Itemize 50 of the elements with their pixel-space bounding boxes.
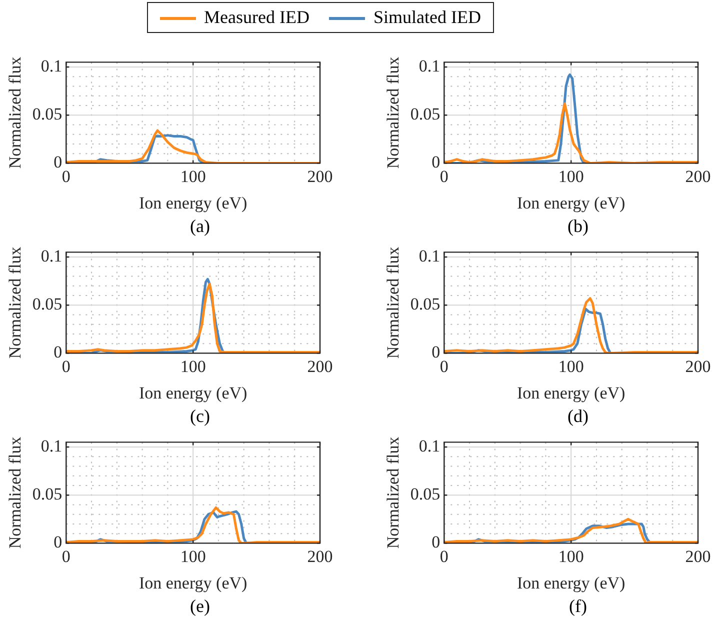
y-tick-label: 0.05 <box>410 294 440 314</box>
y-tick-label: 0 <box>432 152 440 172</box>
y-axis-title: Normalized flux <box>384 436 403 549</box>
x-tick-label: 100 <box>180 356 206 376</box>
y-axis-title: Normalized flux <box>6 246 25 359</box>
x-tick-label: 200 <box>307 166 333 186</box>
x-tick-label: 200 <box>685 546 711 566</box>
text: (d) <box>566 406 590 426</box>
x-axis-title: Ion energy (eV) <box>138 383 248 402</box>
y-tick-label: 0 <box>54 532 62 552</box>
x-tick-label: 200 <box>307 546 333 566</box>
y-axis-title: Normalized flux <box>384 246 403 359</box>
x-axis-title: Ion energy (eV) <box>516 383 626 402</box>
y-axis-title: Normalized flux <box>384 56 403 169</box>
x-axis-title: Ion energy (eV) <box>516 573 626 592</box>
x-axis-title: Ion energy (eV) <box>138 573 248 592</box>
y-tick-label: 0.05 <box>410 484 440 504</box>
y-tick-label: 0.05 <box>32 484 62 504</box>
y-tick-label: 0 <box>54 152 62 172</box>
x-tick-label: 100 <box>180 166 206 186</box>
text: (b) <box>566 216 590 236</box>
x-tick-label: 100 <box>558 166 584 186</box>
x-axis-title: Ion energy (eV) <box>516 193 626 212</box>
text: (a) <box>189 216 211 236</box>
y-tick-label: 0.1 <box>40 436 62 456</box>
y-axis-title: Normalized flux <box>6 56 25 169</box>
y-tick-label: 0 <box>432 342 440 362</box>
y-tick-label: 0 <box>54 342 62 362</box>
y-tick-label: 0 <box>432 532 440 552</box>
y-tick-label: 0.05 <box>32 294 62 314</box>
text: (e) <box>189 596 211 616</box>
x-tick-label: 100 <box>558 356 584 376</box>
y-tick-label: 0.1 <box>40 56 62 76</box>
x-tick-label: 100 <box>180 546 206 566</box>
y-tick-label: 0.1 <box>418 56 440 76</box>
y-tick-label: 0.1 <box>418 436 440 456</box>
x-tick-label: 200 <box>685 166 711 186</box>
y-axis-title: Normalized flux <box>6 436 25 549</box>
y-tick-label: 0.05 <box>410 104 440 124</box>
x-axis-title: Ion energy (eV) <box>138 193 248 212</box>
legend-label: Measured IED <box>204 7 310 27</box>
x-tick-label: 200 <box>685 356 711 376</box>
x-tick-label: 100 <box>558 546 584 566</box>
text: (c) <box>189 406 211 426</box>
y-tick-label: 0.05 <box>32 104 62 124</box>
text: (f) <box>568 596 588 616</box>
x-tick-label: 200 <box>307 356 333 376</box>
legend-label: Simulated IED <box>373 7 481 27</box>
y-tick-label: 0.1 <box>418 246 440 266</box>
y-tick-label: 0.1 <box>40 246 62 266</box>
